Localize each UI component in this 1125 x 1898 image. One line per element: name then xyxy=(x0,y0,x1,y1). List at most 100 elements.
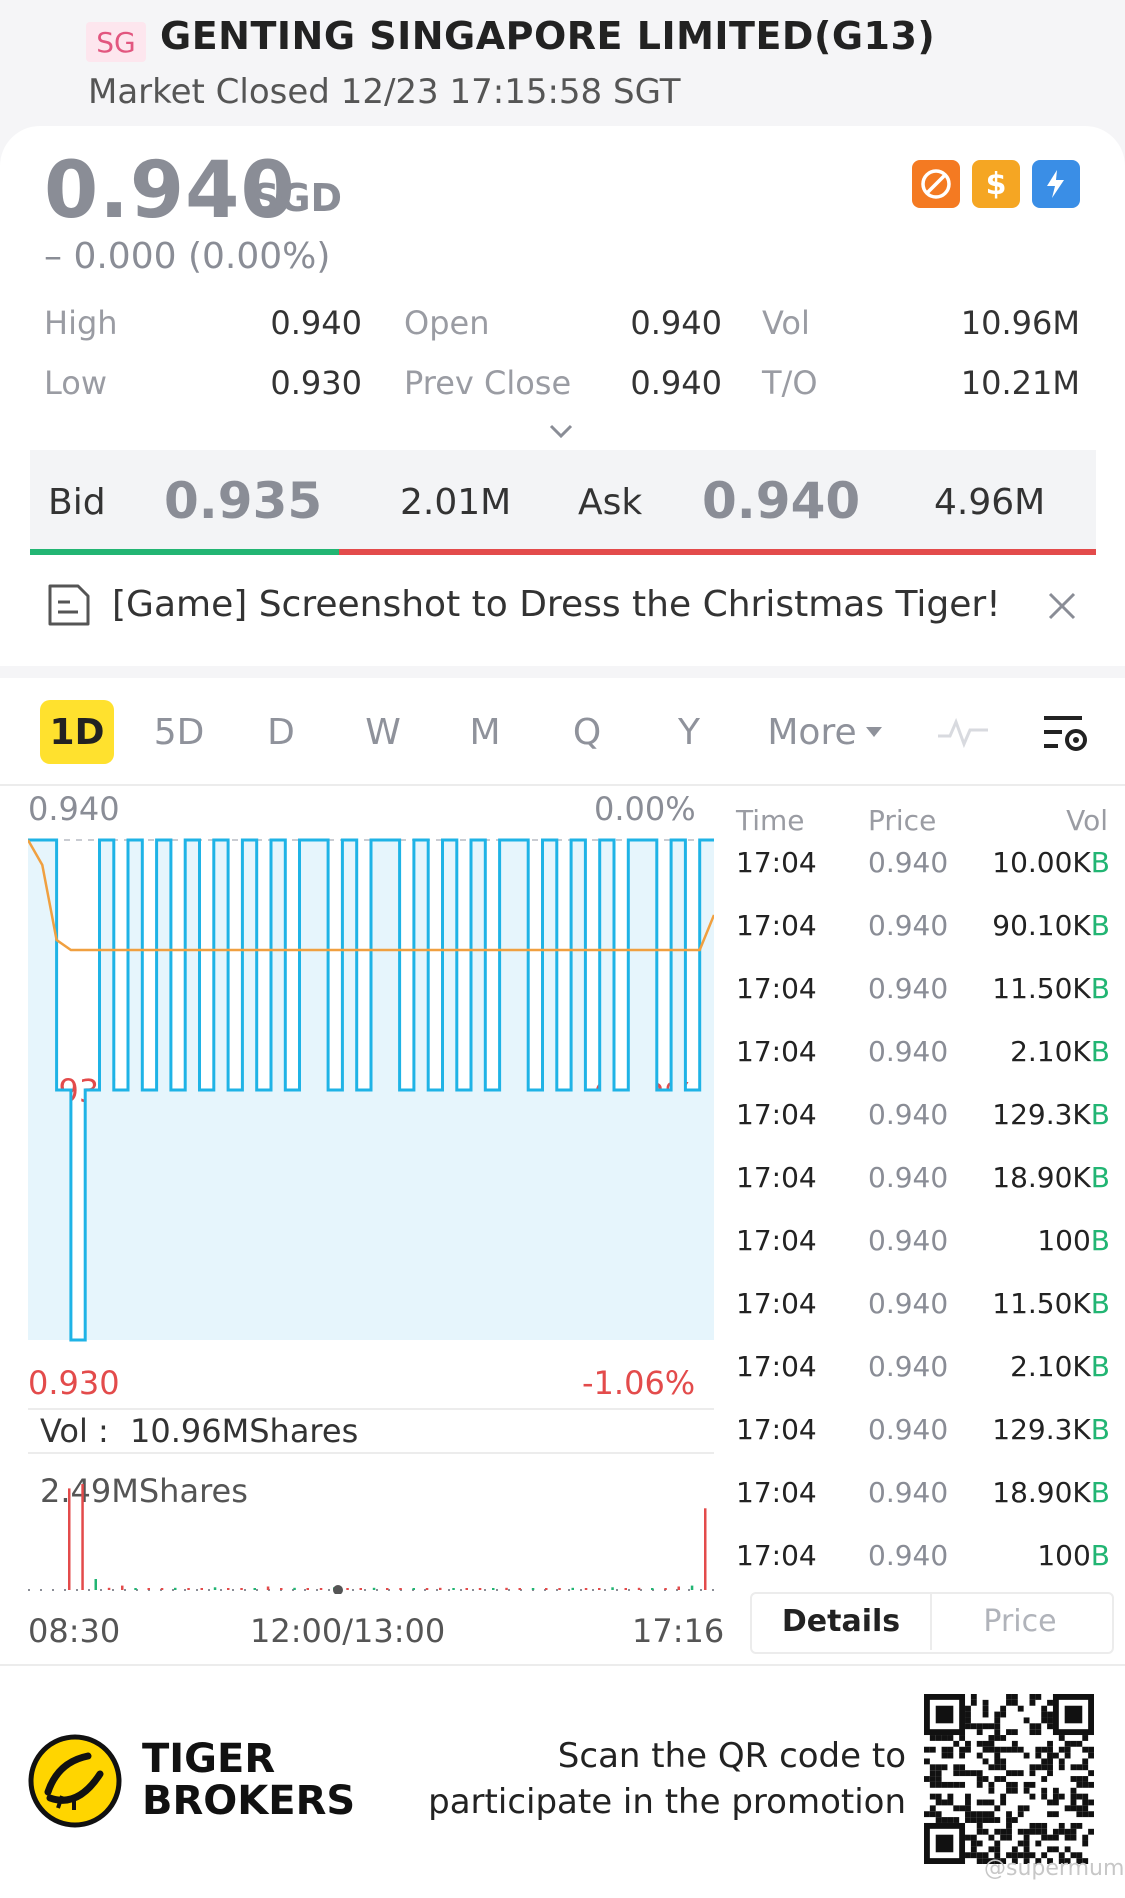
qr-module xyxy=(1064,1746,1071,1753)
trades-tab-bar xyxy=(750,1592,1114,1654)
qr-module xyxy=(965,1746,971,1753)
volume-bar xyxy=(465,1588,468,1590)
qr-module xyxy=(976,1781,983,1788)
qr-module xyxy=(941,1781,948,1788)
tab-details[interactable]: Details xyxy=(781,1604,901,1639)
qr-module xyxy=(1029,1781,1036,1788)
tab-y[interactable]: Y xyxy=(678,711,700,753)
qr-finder-center xyxy=(935,1834,954,1853)
qr-module xyxy=(1035,1752,1042,1759)
trade-time: 17:04 xyxy=(736,1224,817,1257)
volume-bar xyxy=(147,1588,150,1590)
qr-module xyxy=(941,1817,948,1823)
qr-module xyxy=(1011,1729,1018,1736)
promo-banner[interactable] xyxy=(0,562,1125,656)
qr-module xyxy=(994,1729,1001,1736)
qr-module xyxy=(982,1817,989,1823)
dropdown-arrow-icon[interactable] xyxy=(864,724,884,740)
qr-module xyxy=(1000,1776,1007,1782)
tab-w[interactable]: W xyxy=(365,711,401,753)
expand-chevron-icon[interactable] xyxy=(548,418,574,444)
volume-bar xyxy=(598,1588,601,1590)
banner-text[interactable]: [Game] Screenshot to Dress the Christmas… xyxy=(112,584,1001,625)
qr-module xyxy=(1035,1694,1042,1700)
qr-module xyxy=(1029,1822,1036,1829)
qr-module xyxy=(1041,1776,1048,1782)
qr-module xyxy=(953,1764,960,1771)
tab-price[interactable]: Price xyxy=(983,1604,1057,1639)
trade-volume: 11.50KB xyxy=(960,972,1110,1005)
tab-1d[interactable]: 1D xyxy=(40,700,114,764)
qr-module xyxy=(924,1746,930,1753)
volume-bar xyxy=(134,1588,137,1590)
no-short-icon[interactable] xyxy=(912,160,960,208)
trade-side-badge: B xyxy=(1090,846,1110,879)
qr-module xyxy=(1070,1822,1077,1829)
qr-module xyxy=(935,1735,942,1741)
close-icon[interactable] xyxy=(1046,590,1078,622)
trade-time: 17:04 xyxy=(736,1413,817,1446)
stat-prev-close-value: 0.940 xyxy=(630,364,722,402)
dollar-icon[interactable]: $ xyxy=(972,160,1020,208)
trade-time: 17:04 xyxy=(736,1476,817,1509)
qr-module xyxy=(953,1740,960,1747)
volume-bar xyxy=(531,1588,535,1590)
qr-module xyxy=(1052,1787,1059,1794)
qr-module xyxy=(929,1776,936,1782)
stat-turnover-value: 10.21M xyxy=(960,364,1080,402)
volume-total: 10.96MShares xyxy=(130,1412,359,1450)
trade-price: 0.940 xyxy=(868,1287,949,1320)
chart-settings-icon[interactable] xyxy=(1042,712,1090,756)
qr-module xyxy=(976,1729,983,1736)
qr-module xyxy=(976,1852,983,1859)
stock-title: GENTING SINGAPORE LIMITED(G13) xyxy=(160,14,936,58)
stat-prev-close-label: Prev Close xyxy=(404,364,572,402)
qr-module xyxy=(970,1811,977,1818)
volume-bar xyxy=(425,1588,429,1590)
tab-d[interactable]: D xyxy=(267,711,295,753)
volume-bar xyxy=(637,1587,641,1590)
qr-module xyxy=(1035,1840,1042,1847)
trade-price: 0.940 xyxy=(868,972,949,1005)
qr-module xyxy=(976,1799,983,1806)
trade-price: 0.940 xyxy=(868,1098,949,1131)
trade-volume: 18.90KB xyxy=(960,1161,1110,1194)
qr-module xyxy=(1047,1740,1053,1747)
qr-module xyxy=(1082,1758,1089,1765)
qr-module xyxy=(935,1811,942,1818)
trades-tab-divider xyxy=(930,1594,932,1650)
trade-side-badge: B xyxy=(1090,1035,1110,1068)
indicator-icon[interactable] xyxy=(936,712,990,752)
lightning-icon[interactable] xyxy=(1032,160,1080,208)
tab-5d[interactable]: 5D xyxy=(153,711,205,753)
qr-module xyxy=(965,1852,971,1859)
volume-bar xyxy=(253,1588,256,1590)
qr-module xyxy=(982,1699,989,1706)
lunch-break-marker xyxy=(333,1585,343,1594)
qr-module xyxy=(1035,1723,1042,1730)
qr-module xyxy=(970,1840,977,1847)
qr-module xyxy=(1076,1764,1083,1771)
qr-module xyxy=(947,1752,954,1759)
qr-module xyxy=(1082,1735,1089,1741)
qr-module xyxy=(982,1858,989,1864)
brand-line1: TIGER xyxy=(142,1736,276,1782)
intraday-price-chart[interactable] xyxy=(28,832,714,1352)
qr-module xyxy=(947,1817,954,1823)
qr-module xyxy=(1006,1694,1012,1700)
qr-module xyxy=(1047,1752,1053,1759)
tab-q[interactable]: Q xyxy=(572,711,602,753)
qr-module xyxy=(965,1711,971,1718)
qr-module xyxy=(994,1746,1001,1753)
volume-bar xyxy=(121,1585,124,1590)
trade-side-badge: B xyxy=(1090,1539,1110,1572)
trade-volume-value: 10.00K xyxy=(992,846,1091,879)
bid-price: 0.935 xyxy=(164,472,323,530)
qr-module xyxy=(1041,1746,1048,1753)
tab-m[interactable]: M xyxy=(469,711,501,753)
qr-code[interactable] xyxy=(924,1694,1094,1864)
tab-more[interactable]: More xyxy=(767,711,857,753)
qr-module xyxy=(965,1805,971,1812)
qr-module xyxy=(982,1828,989,1835)
tabs-divider xyxy=(0,784,1125,786)
